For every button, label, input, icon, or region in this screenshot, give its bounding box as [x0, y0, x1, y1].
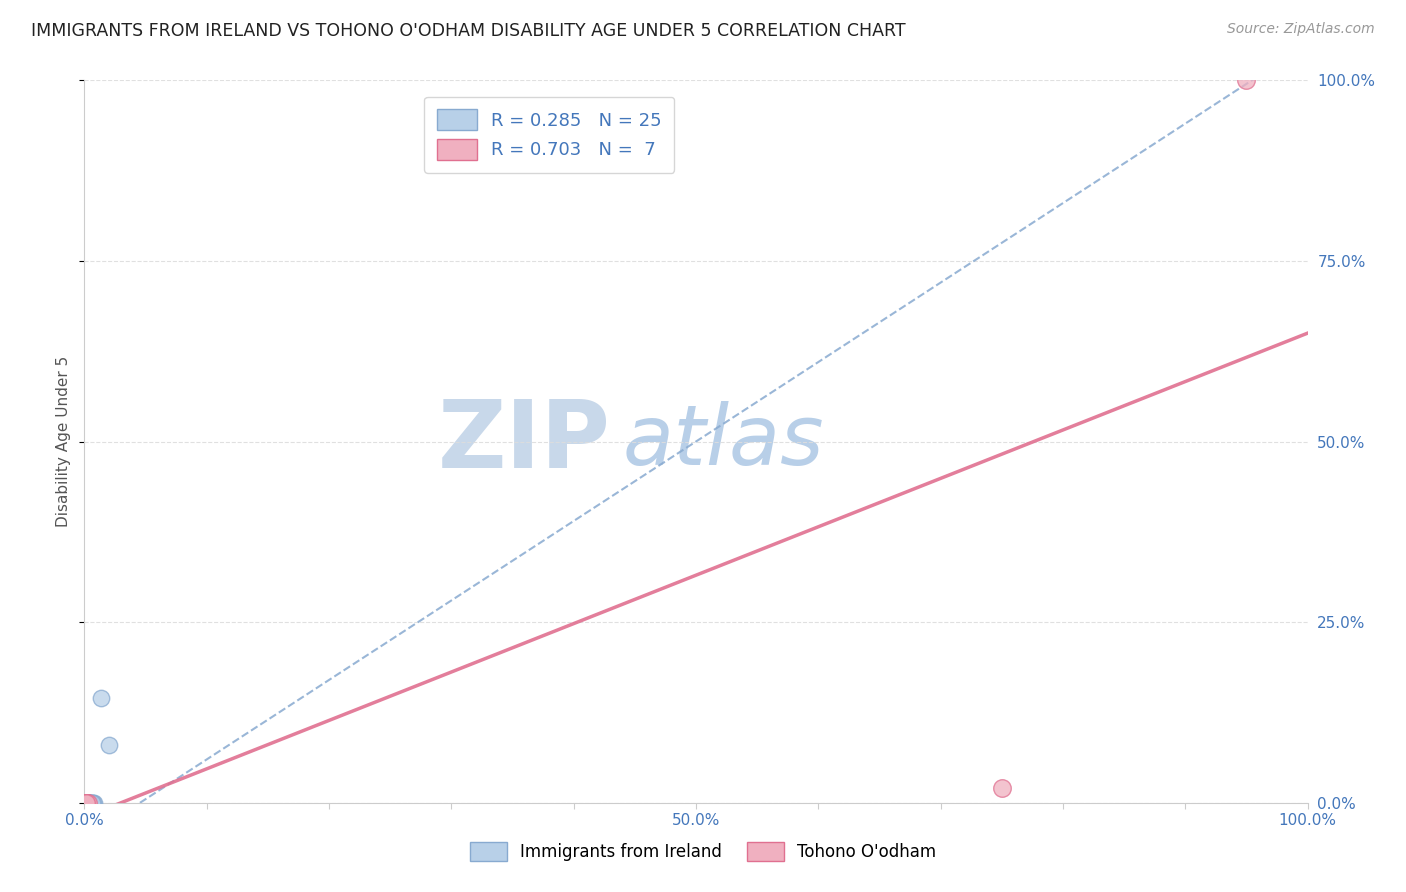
Point [80, 796, 103, 810]
Text: atlas: atlas [623, 401, 824, 482]
Point [76, 796, 98, 810]
Legend: R = 0.285   N = 25, R = 0.703   N =  7: R = 0.285 N = 25, R = 0.703 N = 7 [425, 96, 675, 172]
Point [75, 796, 97, 810]
Point [76, 796, 98, 810]
Point [77, 796, 100, 810]
Point [75, 796, 97, 810]
Point [77, 796, 100, 810]
Point [1236, 73, 1258, 87]
Point [77, 796, 100, 810]
Point [991, 781, 1014, 796]
Point [76, 796, 98, 810]
Point [83, 796, 105, 810]
Point [77, 796, 100, 810]
Point [76, 796, 98, 810]
Y-axis label: Disability Age Under 5: Disability Age Under 5 [56, 356, 72, 527]
Point [76, 796, 98, 810]
Point [79, 796, 101, 810]
Point [90, 691, 112, 706]
Point [75, 796, 97, 810]
Text: Source: ZipAtlas.com: Source: ZipAtlas.com [1227, 22, 1375, 37]
Point [77, 796, 100, 810]
Point [79, 796, 101, 810]
Point [75, 796, 97, 810]
Point [80, 796, 103, 810]
Point [77, 796, 100, 810]
Point [75, 796, 97, 810]
Point [75, 796, 97, 810]
Point [76, 796, 98, 810]
Point [77, 796, 100, 810]
Text: IMMIGRANTS FROM IRELAND VS TOHONO O'ODHAM DISABILITY AGE UNDER 5 CORRELATION CHA: IMMIGRANTS FROM IRELAND VS TOHONO O'ODHA… [31, 22, 905, 40]
Text: ZIP: ZIP [437, 395, 610, 488]
Point [97, 738, 120, 752]
Point [82, 796, 104, 810]
Point [75, 796, 97, 810]
Point [77, 796, 100, 810]
Legend: Immigrants from Ireland, Tohono O'odham: Immigrants from Ireland, Tohono O'odham [464, 835, 942, 868]
Point [75, 796, 97, 810]
